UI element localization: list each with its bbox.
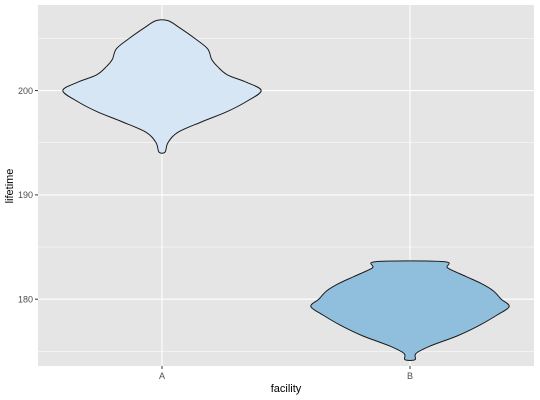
minor-gridlines xyxy=(38,38,534,352)
x-tick-label: B xyxy=(407,371,413,381)
violin-B xyxy=(310,260,510,362)
x-tick-label: A xyxy=(159,371,165,381)
y-tick-label: 200 xyxy=(18,86,33,96)
violins xyxy=(62,19,510,362)
x-axis-title: facility xyxy=(271,383,302,395)
y-tick-label: 190 xyxy=(18,190,33,200)
violin-A xyxy=(62,19,262,154)
y-axis-title: lifetime xyxy=(4,169,16,204)
y-axis: 180 190 200 xyxy=(18,86,38,304)
y-tick-label: 180 xyxy=(18,294,33,304)
